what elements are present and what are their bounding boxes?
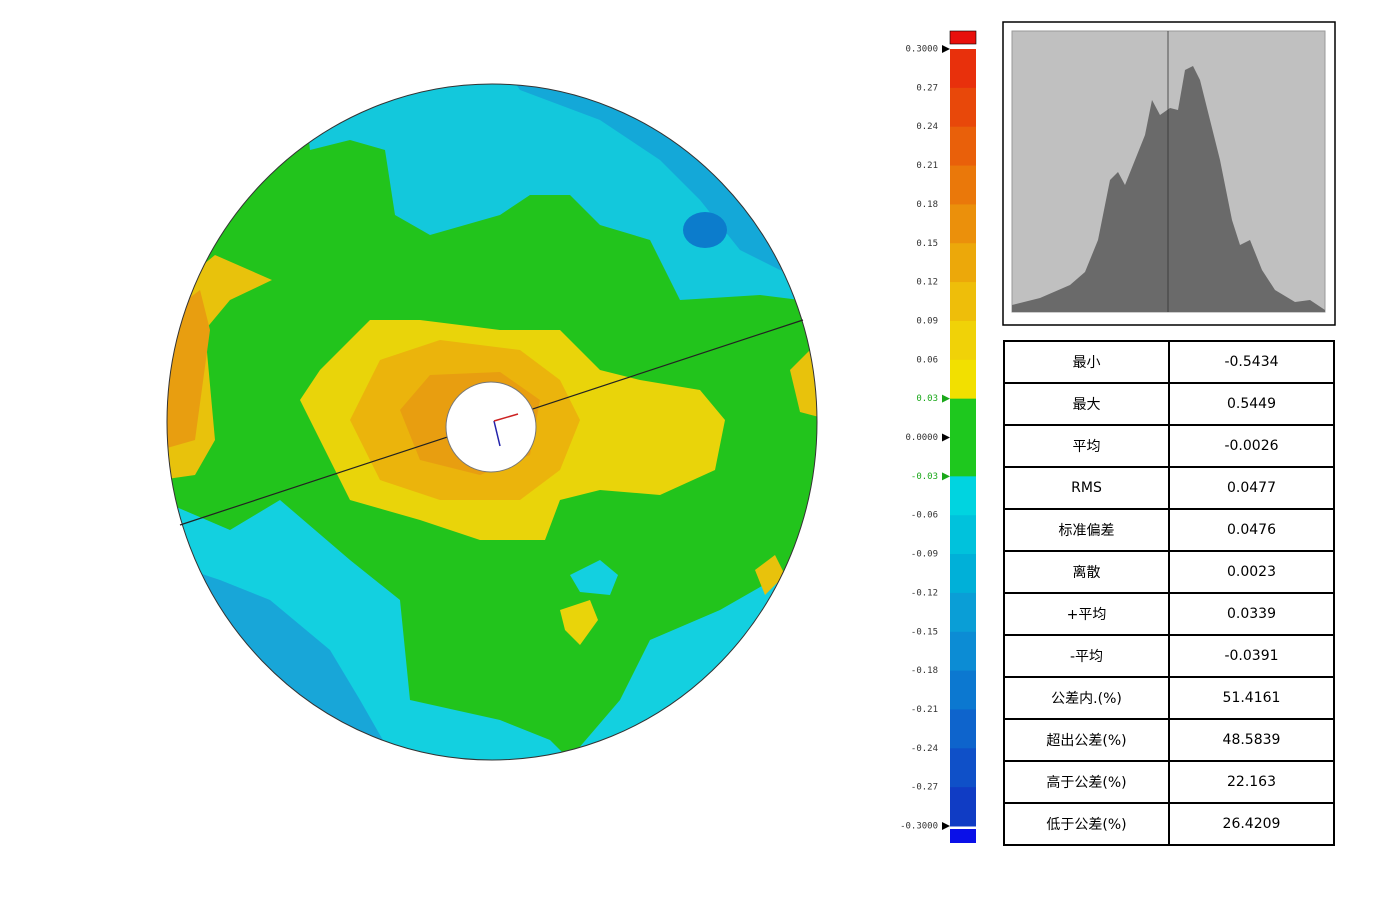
scale-band — [950, 204, 976, 244]
scale-label: -0.21 — [911, 705, 938, 715]
stat-value: 0.0023 — [1168, 550, 1335, 594]
scale-label: -0.24 — [911, 744, 938, 754]
stat-value: 0.5449 — [1168, 382, 1335, 426]
stat-row: 平均 -0.0026 — [1003, 424, 1335, 468]
stat-value: 0.0476 — [1168, 508, 1335, 552]
stat-row: 最小 -0.5434 — [1003, 340, 1335, 384]
stat-row: 超出公差(%) 48.5839 — [1003, 718, 1335, 762]
stat-label: -平均 — [1003, 634, 1170, 678]
scale-band — [950, 631, 976, 672]
stat-row: 低于公差(%) 26.4209 — [1003, 802, 1335, 846]
stat-row: 高于公差(%) 22.163 — [1003, 760, 1335, 804]
scale-band — [950, 320, 976, 361]
stat-row: +平均 0.0339 — [1003, 592, 1335, 636]
stat-value: 48.5839 — [1168, 718, 1335, 762]
scale-band — [950, 476, 976, 516]
stat-row: 最大 0.5449 — [1003, 382, 1335, 426]
scale-label: 0.24 — [916, 122, 938, 132]
scale-label: 0.18 — [916, 200, 938, 210]
stat-label: 低于公差(%) — [1003, 802, 1170, 846]
histogram — [1002, 21, 1336, 326]
scale-label: 0.27 — [916, 83, 938, 93]
scale-label: 0.03 — [916, 394, 938, 404]
stat-label: 最小 — [1003, 340, 1170, 384]
scale-label: -0.27 — [911, 783, 938, 793]
scale-band — [950, 592, 976, 633]
scale-label: -0.03 — [911, 472, 938, 482]
stat-value: 26.4209 — [1168, 802, 1335, 846]
scale-label: -0.18 — [911, 666, 938, 676]
stat-label: +平均 — [1003, 592, 1170, 636]
stat-value: -0.0026 — [1168, 424, 1335, 468]
scale-band — [950, 49, 976, 89]
scale-band — [950, 787, 976, 827]
stat-label: 公差内.(%) — [1003, 676, 1170, 720]
stat-value: -0.5434 — [1168, 340, 1335, 384]
color-scale: 0.3000 0.27 0.24 0.21 0.18 0.15 0.12 0.09 0.06 0.… — [900, 30, 977, 843]
scale-band — [950, 670, 976, 710]
scale-label: 0.0000 — [905, 433, 938, 443]
scale-label: -0.15 — [911, 627, 938, 637]
stat-row: RMS 0.0477 — [1003, 466, 1335, 510]
stat-value: 51.4161 — [1168, 676, 1335, 720]
stat-row: -平均 -0.0391 — [1003, 634, 1335, 678]
scale-marker — [942, 394, 950, 403]
stat-label: RMS — [1003, 466, 1170, 510]
stat-value: 0.0477 — [1168, 466, 1335, 510]
scale-band — [950, 554, 976, 594]
scale-label: -0.12 — [911, 588, 938, 598]
scale-label: 0.3000 — [905, 45, 938, 55]
scale-marker — [942, 45, 950, 53]
stat-label: 超出公差(%) — [1003, 718, 1170, 762]
stat-label: 最大 — [1003, 382, 1170, 426]
scale-marker — [942, 472, 950, 481]
scale-band — [950, 398, 976, 438]
stat-label: 高于公差(%) — [1003, 760, 1170, 804]
stat-row: 公差内.(%) 51.4161 — [1003, 676, 1335, 720]
scale-label: 0.06 — [916, 355, 938, 365]
stat-value: 0.0339 — [1168, 592, 1335, 636]
scale-band — [950, 748, 976, 788]
scale-band — [950, 515, 976, 555]
scale-label: -0.06 — [911, 511, 938, 521]
statistics-table: 最小 -0.5434 最大 0.5449 平均 -0.0026 RMS 0.0477 标准偏差 0… — [1003, 340, 1335, 846]
scale-label: 0.09 — [916, 316, 938, 326]
scale-band — [950, 87, 976, 128]
scale-band — [950, 126, 976, 167]
scale-band — [950, 437, 976, 477]
stat-row: 离散 0.0023 — [1003, 550, 1335, 594]
stat-value: 22.163 — [1168, 760, 1335, 804]
scale-label: -0.09 — [911, 550, 938, 560]
stat-value: -0.0391 — [1168, 634, 1335, 678]
stat-label: 标准偏差 — [1003, 508, 1170, 552]
scale-band — [950, 165, 976, 205]
scale-label: -0.3000 — [900, 822, 938, 832]
scale-band — [950, 243, 976, 283]
scale-marker — [942, 822, 950, 830]
scale-label: 0.15 — [916, 239, 938, 249]
scale-band — [950, 359, 976, 400]
stat-label: 平均 — [1003, 424, 1170, 468]
scale-label: 0.21 — [916, 161, 938, 171]
stat-row: 标准偏差 0.0476 — [1003, 508, 1335, 552]
scale-label: 0.12 — [916, 278, 938, 288]
scale-band — [950, 282, 976, 322]
stat-label: 离散 — [1003, 550, 1170, 594]
scale-marker — [942, 433, 950, 442]
scale-band — [950, 709, 976, 749]
